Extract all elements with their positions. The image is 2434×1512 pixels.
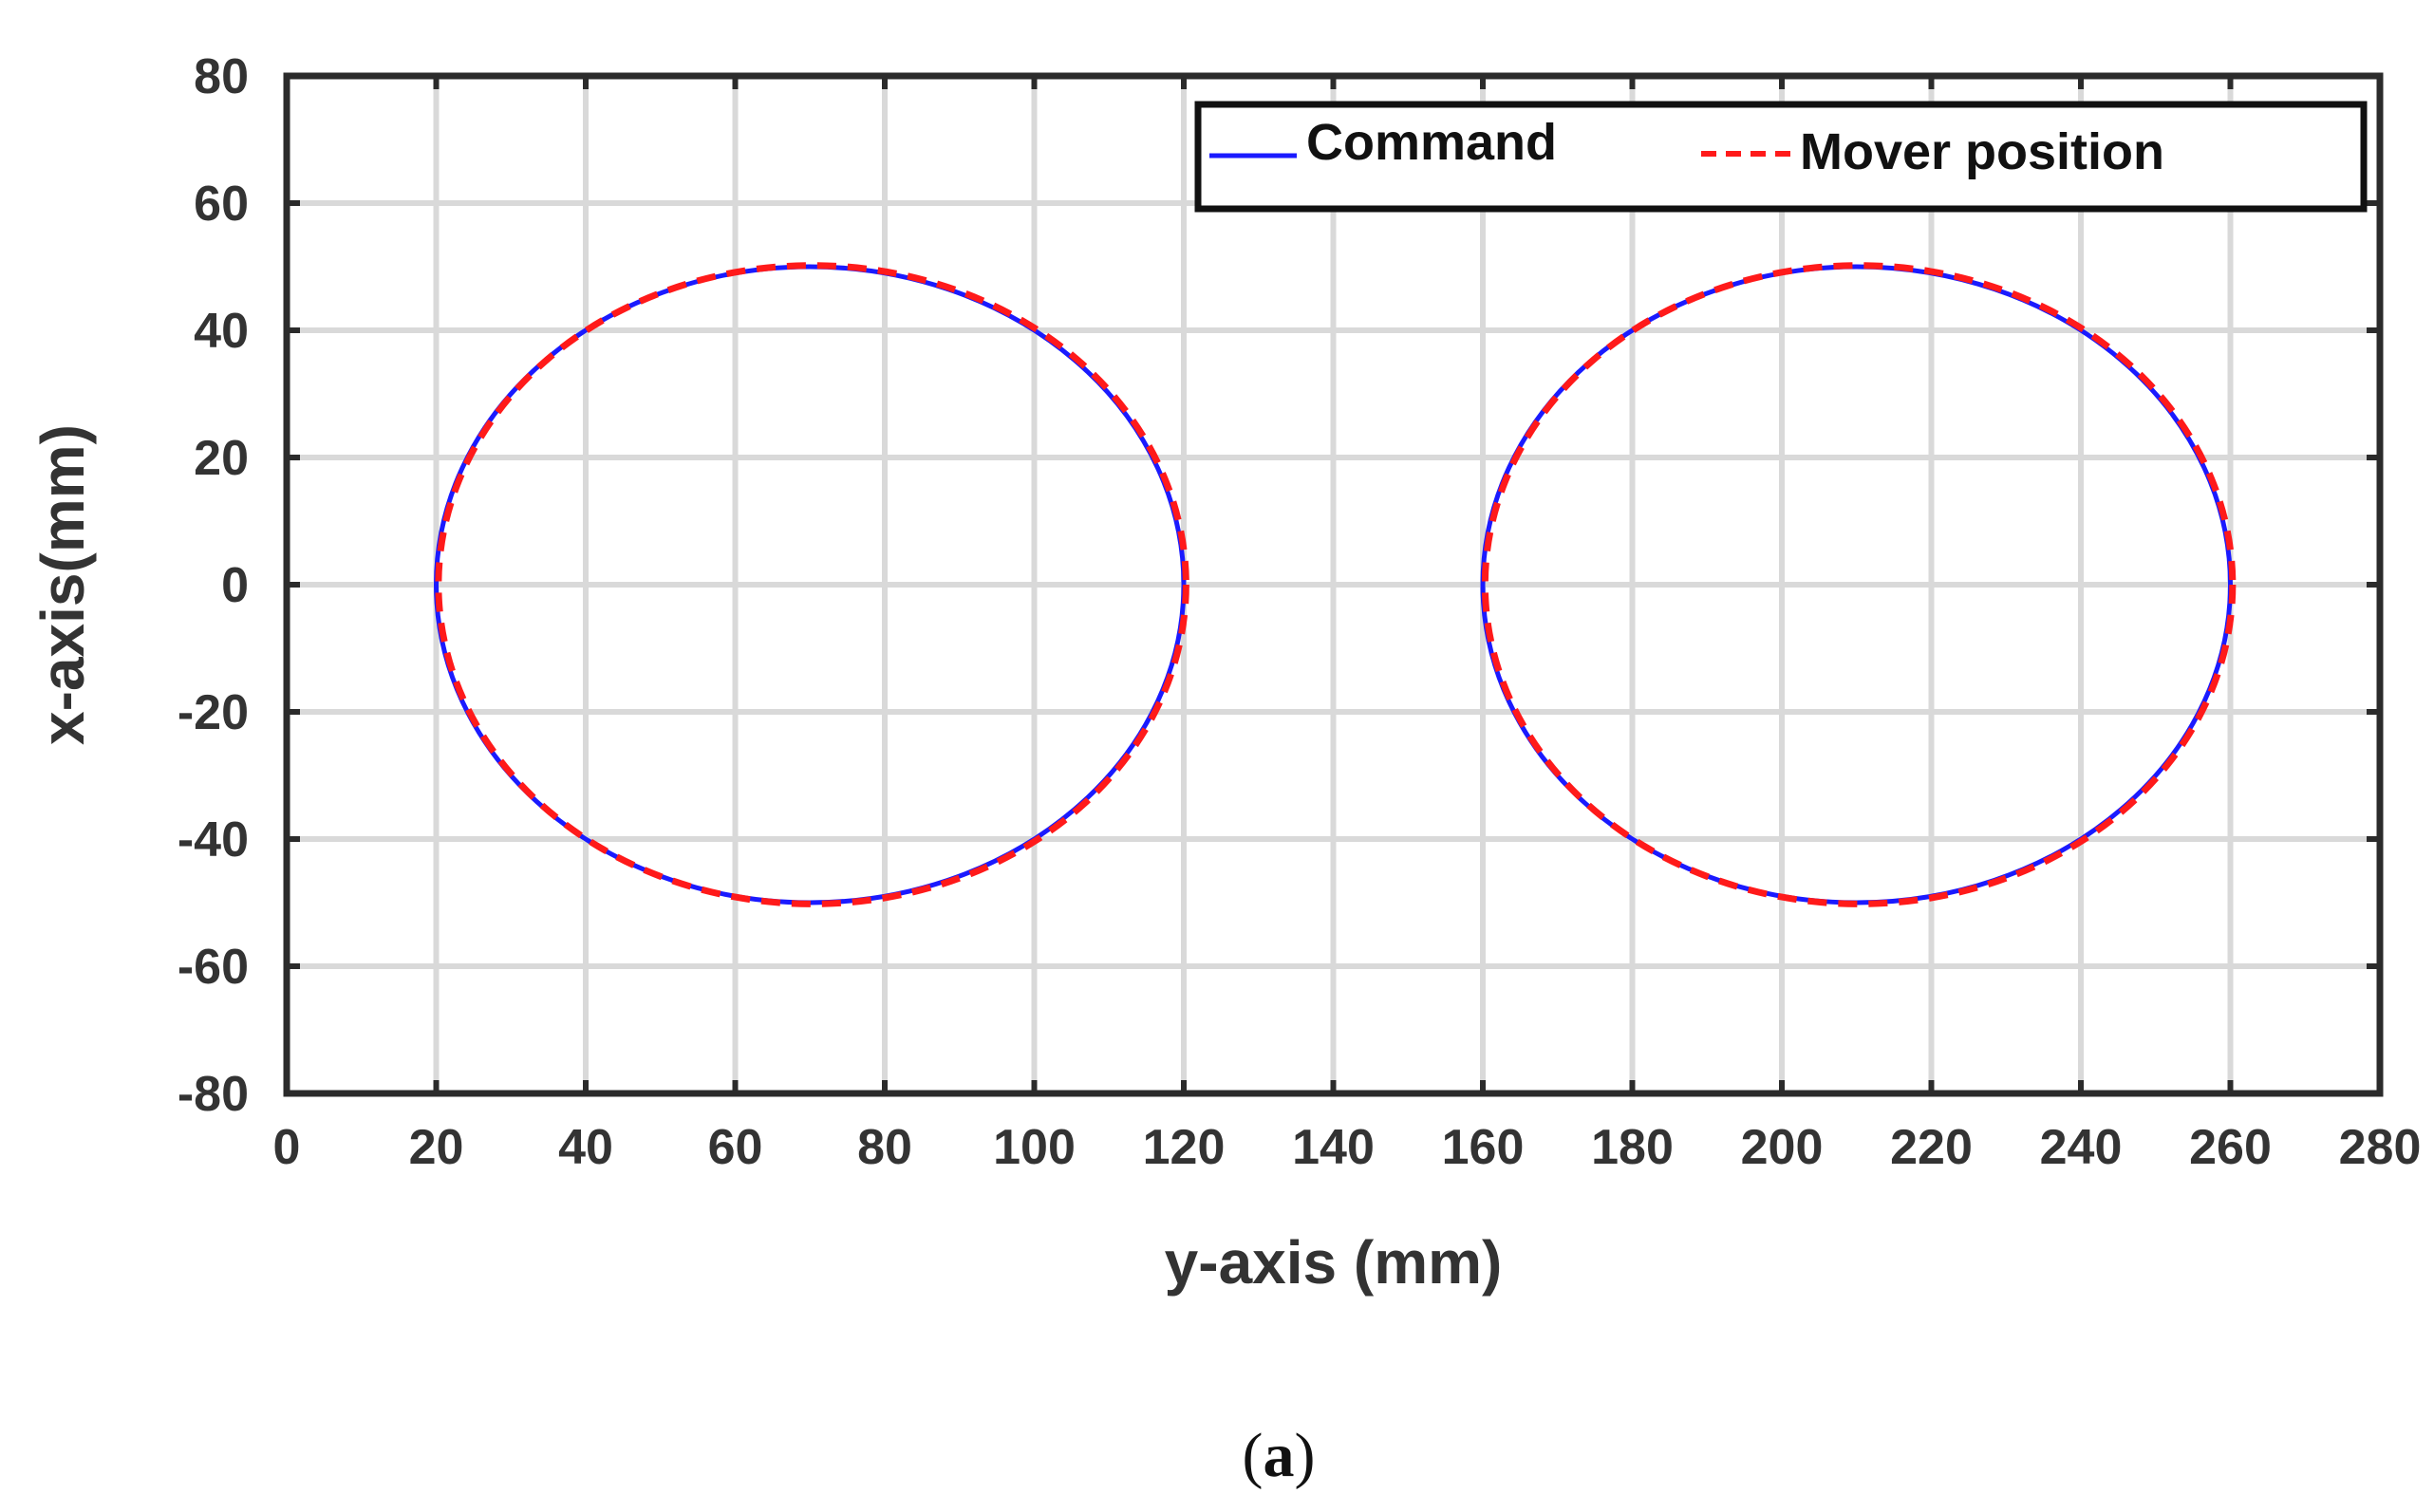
y-tick-label: 20 [194,431,249,486]
x-tick-label: 40 [558,1120,613,1175]
y-tick-label: 40 [194,304,249,359]
legend-label-mover-position: Mover position [1800,123,2164,180]
x-tick-label: 140 [1292,1120,1375,1175]
y-tick-label: -80 [178,1067,249,1122]
y-tick-label: -40 [178,812,249,868]
legend-box [1194,101,2368,213]
y-tick-label: 0 [221,558,249,613]
y-tick-label: -20 [178,685,249,740]
y-tick-label: 80 [194,49,249,104]
caption-open: ( [1243,1421,1264,1490]
caption-letter: a [1264,1421,1295,1490]
x-axis-label: y-axis (mm) [1165,1228,1503,1297]
caption-close: ) [1295,1421,1316,1490]
tick-labels: 0 20 40 60 80 100 120 140 160 180 200 220 240 260 280-… [178,49,2422,1175]
legend: Command Mover position [1194,101,2368,213]
mover-position-trajectory-1 [435,262,1189,907]
x-tick-label: 200 [1741,1120,1824,1175]
axis-ticks [284,73,2383,1096]
x-tick-label: 160 [1442,1120,1525,1175]
x-tick-label: 0 [273,1120,301,1175]
x-tick-label: 280 [2339,1120,2422,1175]
grid [287,76,2380,1093]
figure-caption: (a) [1243,1421,1316,1490]
plot-series [434,262,2237,907]
legend-label-command: Command [1306,114,1557,171]
x-tick-label: 180 [1591,1120,1674,1175]
y-tick-label: 60 [194,177,249,232]
x-tick-label: 100 [993,1120,1076,1175]
x-tick-label: 60 [708,1120,763,1175]
y-tick-label: -60 [178,940,249,995]
x-tick-label: 220 [1890,1120,1973,1175]
x-tick-label: 240 [2040,1120,2123,1175]
x-tick-label: 80 [857,1120,912,1175]
mover-position-trajectory-2 [1481,262,2237,907]
x-tick-label: 20 [409,1120,464,1175]
x-tick-label: 120 [1143,1120,1226,1175]
x-tick-label: 260 [2189,1120,2272,1175]
y-axis-label: x-axis(mm) [28,424,97,745]
